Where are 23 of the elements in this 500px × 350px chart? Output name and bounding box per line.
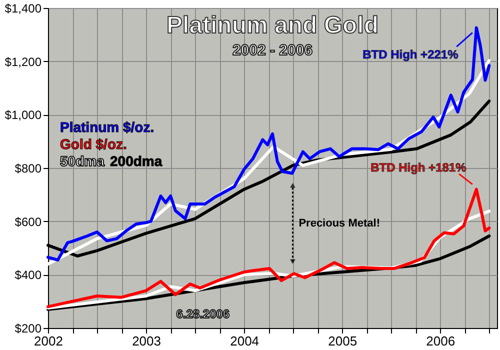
y-tick-label: $600	[14, 214, 42, 229]
text: 50dma	[60, 153, 105, 169]
annotation: Precious Metal!	[298, 217, 380, 230]
x-tick-label: 2002	[34, 334, 63, 348]
y-tick-label: $1,000	[4, 108, 42, 122]
annotation: BTD High +181%	[370, 160, 467, 174]
x-tick-label: 2005	[328, 334, 358, 348]
x-tick-label: 2004	[230, 334, 260, 348]
y-tick-label: $400	[14, 268, 42, 282]
annotation: 6.28.2006	[176, 307, 230, 321]
text: 200dma	[110, 153, 162, 169]
y-tick-label: $200	[14, 322, 42, 336]
x-tick-label: 2003	[132, 334, 161, 348]
annotation: BTD High +221%	[362, 48, 459, 62]
text: Gold $/oz.	[60, 136, 127, 152]
chart-title: Platinum and Gold	[166, 12, 379, 39]
y-tick-label: $800	[14, 162, 42, 176]
y-tick-label: $1,400	[4, 2, 42, 16]
text: 2002 - 2006	[232, 42, 313, 59]
y-tick-label: $1,200	[4, 54, 42, 69]
line-series	[46, 188, 491, 308]
x-tick-label: 2006	[426, 334, 456, 348]
text: Platinum $/oz.	[60, 119, 154, 135]
